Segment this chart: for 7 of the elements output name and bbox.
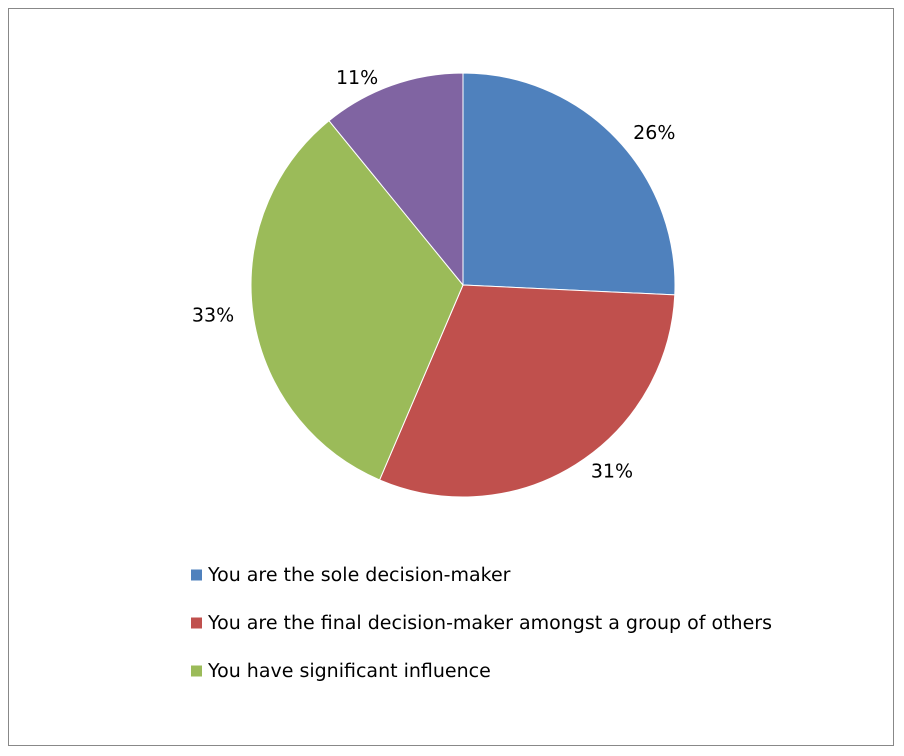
- data-label: 11%: [336, 66, 378, 89]
- data-label: 33%: [192, 304, 234, 327]
- data-label: 26%: [633, 122, 676, 144]
- legend-label: You have significant influence: [207, 660, 491, 682]
- data-label: 31%: [590, 460, 634, 482]
- legend-label: You are the final decision-maker amongst a group of others: [207, 612, 772, 634]
- legend-label: You are the sole decision-maker: [207, 564, 511, 586]
